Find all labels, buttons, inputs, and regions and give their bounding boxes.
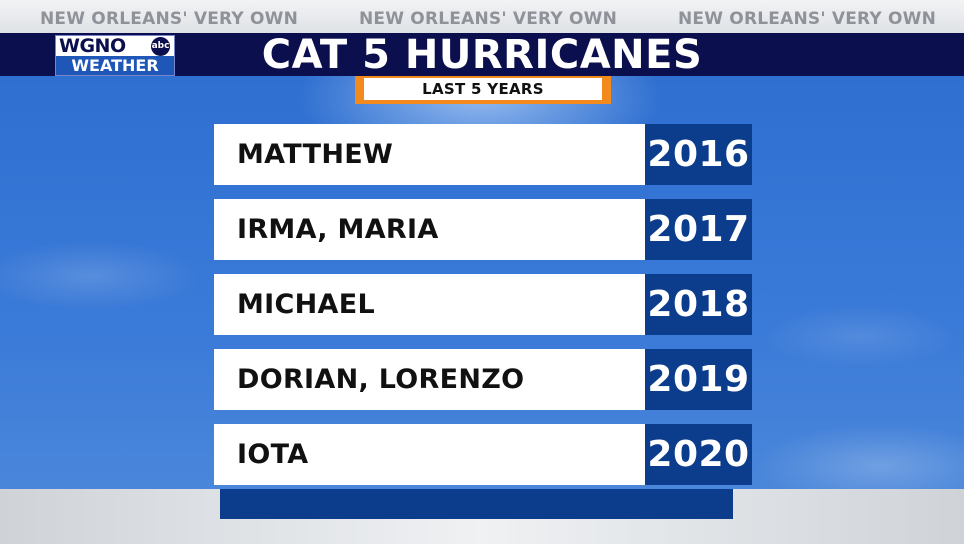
hurricane-row-2017: IRMA, MARIA [214, 199, 645, 260]
subtitle-badge: LAST 5 YEARS [355, 76, 611, 104]
hurricane-year: 2016 [647, 134, 750, 175]
hurricane-year: 2018 [647, 284, 750, 325]
tagline-center: NEW ORLEANS' VERY OWN [359, 9, 618, 29]
hurricane-row-2020: IOTA [214, 424, 645, 485]
year-cell-2016: 2016 [645, 124, 752, 185]
hurricane-row-2018: MICHAEL [214, 274, 645, 335]
hurricane-year: 2019 [647, 359, 750, 400]
graphic-title: CAT 5 HURRICANES [261, 32, 703, 78]
year-cell-2020: 2020 [645, 424, 752, 485]
hurricane-row-2019: DORIAN, LORENZO [214, 349, 645, 410]
logo-top-panel: WGNO abc [56, 36, 174, 56]
year-cell-2019: 2019 [645, 349, 752, 410]
logo-station-text: WGNO [59, 35, 126, 57]
hurricane-row-2016: MATTHEW [214, 124, 645, 185]
subtitle-text: LAST 5 YEARS [364, 78, 602, 100]
logo-bottom-panel: WEATHER [56, 56, 174, 75]
tagline-left: NEW ORLEANS' VERY OWN [40, 9, 299, 29]
hurricane-name: IRMA, MARIA [237, 214, 439, 245]
hurricane-name: DORIAN, LORENZO [237, 364, 525, 395]
station-logo: WGNO abc WEATHER [55, 35, 175, 76]
hurricane-name: MICHAEL [237, 289, 375, 320]
abc-network-icon: abc [151, 37, 170, 56]
bottom-bar [220, 489, 733, 519]
top-strip [0, 0, 964, 33]
hurricane-year: 2020 [647, 434, 750, 475]
hurricane-year: 2017 [647, 209, 750, 250]
hurricane-name: IOTA [237, 439, 309, 470]
year-cell-2018: 2018 [645, 274, 752, 335]
logo-weather-text: WEATHER [71, 56, 159, 75]
year-cell-2017: 2017 [645, 199, 752, 260]
hurricane-name: MATTHEW [237, 139, 394, 170]
tagline-right: NEW ORLEANS' VERY OWN [678, 9, 937, 29]
